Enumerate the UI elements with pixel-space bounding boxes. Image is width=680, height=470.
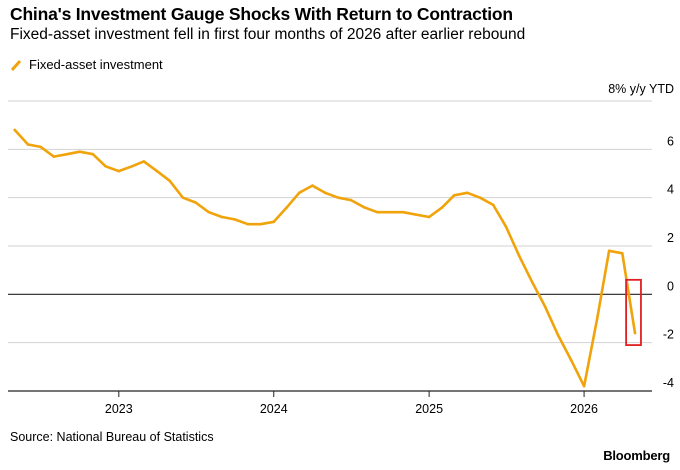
data-point xyxy=(117,169,121,173)
highlight-box xyxy=(625,278,642,346)
data-point xyxy=(633,331,637,335)
data-point xyxy=(517,254,521,257)
x-axis: 2023 2024 2025 2026 xyxy=(8,390,652,416)
data-point xyxy=(311,184,314,187)
data-point xyxy=(297,191,301,195)
data-point xyxy=(478,196,482,199)
data-point xyxy=(414,213,418,216)
data-point xyxy=(26,143,30,146)
data-point xyxy=(376,210,379,214)
data-point xyxy=(130,164,134,168)
y-tick-label: 6 xyxy=(667,134,674,148)
data-point xyxy=(142,160,146,163)
data-point xyxy=(91,152,95,156)
data-point xyxy=(491,203,495,207)
series-line xyxy=(13,128,637,388)
data-point xyxy=(104,164,107,168)
source-note: Source: National Bureau of Statistics xyxy=(10,430,214,444)
data-point xyxy=(39,145,42,149)
y-tick-label: 4 xyxy=(667,183,674,197)
x-tick-label: 2023 xyxy=(105,402,133,416)
y-tick-labels: 6 4 2 0 -2 -4 xyxy=(663,134,674,390)
data-point xyxy=(607,249,611,253)
data-point xyxy=(13,128,17,132)
legend-label: Fixed-asset investment xyxy=(29,57,163,72)
data-point xyxy=(246,222,250,226)
data-point xyxy=(52,155,56,158)
data-point xyxy=(401,210,405,214)
x-tick-label: 2024 xyxy=(260,402,288,416)
data-point xyxy=(466,191,469,195)
data-point xyxy=(440,206,444,209)
series-layer xyxy=(13,128,637,388)
y-tick-label: 2 xyxy=(667,231,674,245)
data-point xyxy=(388,210,392,214)
data-point xyxy=(452,193,456,197)
data-point xyxy=(323,191,327,195)
data-point xyxy=(620,251,624,255)
data-point xyxy=(207,210,211,214)
x-tick-label: 2026 xyxy=(570,402,598,416)
data-point xyxy=(220,215,224,219)
data-point xyxy=(543,305,547,308)
data-point xyxy=(181,196,185,199)
y-tick-label: -4 xyxy=(663,376,674,390)
grid-lines xyxy=(8,100,652,392)
data-point xyxy=(65,152,69,156)
data-point xyxy=(349,198,353,202)
y-axis-label: 8% y/y YTD xyxy=(608,82,674,96)
data-point xyxy=(362,206,366,209)
legend: Fixed-asset investment xyxy=(10,57,163,72)
data-point xyxy=(285,206,289,209)
x-tick-label: 2025 xyxy=(415,402,443,416)
data-point xyxy=(569,358,573,361)
data-point xyxy=(272,220,276,224)
data-point xyxy=(427,215,431,219)
data-point xyxy=(259,222,262,226)
y-tick-label: 0 xyxy=(667,279,674,293)
data-point xyxy=(595,317,599,320)
chart-title: China's Investment Gauge Shocks With Ret… xyxy=(10,4,513,24)
data-point xyxy=(78,150,82,154)
data-point xyxy=(504,225,508,228)
data-point xyxy=(530,280,534,284)
chart-subtitle: Fixed-asset investment fell in first fou… xyxy=(10,26,526,43)
data-point xyxy=(582,384,586,388)
y-tick-label: -2 xyxy=(663,328,674,342)
highlight-layer xyxy=(625,278,642,346)
data-point xyxy=(155,169,159,173)
brand-logo: Bloomberg xyxy=(603,448,670,463)
data-point xyxy=(336,196,340,199)
data-point xyxy=(194,201,197,204)
data-point xyxy=(233,218,236,221)
data-point xyxy=(168,179,172,183)
data-point xyxy=(556,334,560,337)
